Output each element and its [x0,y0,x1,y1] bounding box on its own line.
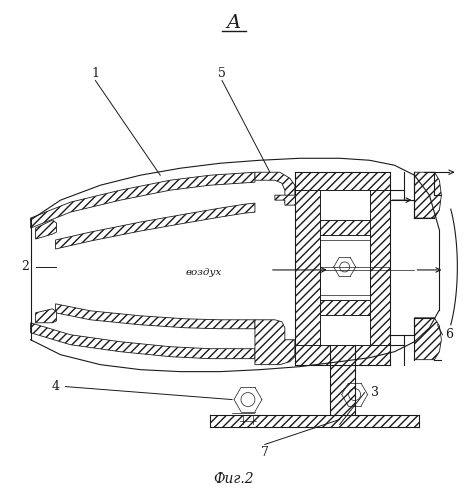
Polygon shape [210,415,419,428]
Polygon shape [55,304,255,329]
Polygon shape [36,309,57,323]
Polygon shape [320,220,370,235]
Polygon shape [295,345,390,365]
Polygon shape [30,323,255,359]
Polygon shape [330,345,355,415]
Polygon shape [36,220,57,239]
Polygon shape [415,172,441,218]
Polygon shape [415,318,441,360]
Text: 5: 5 [218,67,226,80]
Polygon shape [255,320,295,365]
Text: Фиг.2: Фиг.2 [214,473,254,487]
Text: 7: 7 [261,446,269,459]
Polygon shape [295,190,320,345]
Polygon shape [370,190,390,345]
Text: A: A [227,13,241,31]
Text: 2: 2 [22,260,30,273]
Text: 3: 3 [371,386,378,399]
Text: воздух: воздух [185,268,221,277]
Polygon shape [55,203,255,249]
Polygon shape [275,195,300,205]
Text: 1: 1 [91,67,99,80]
Polygon shape [320,300,370,315]
Text: 4: 4 [52,380,60,393]
Text: 6: 6 [446,328,454,341]
Polygon shape [255,172,295,203]
Polygon shape [30,172,255,228]
Polygon shape [295,172,390,190]
